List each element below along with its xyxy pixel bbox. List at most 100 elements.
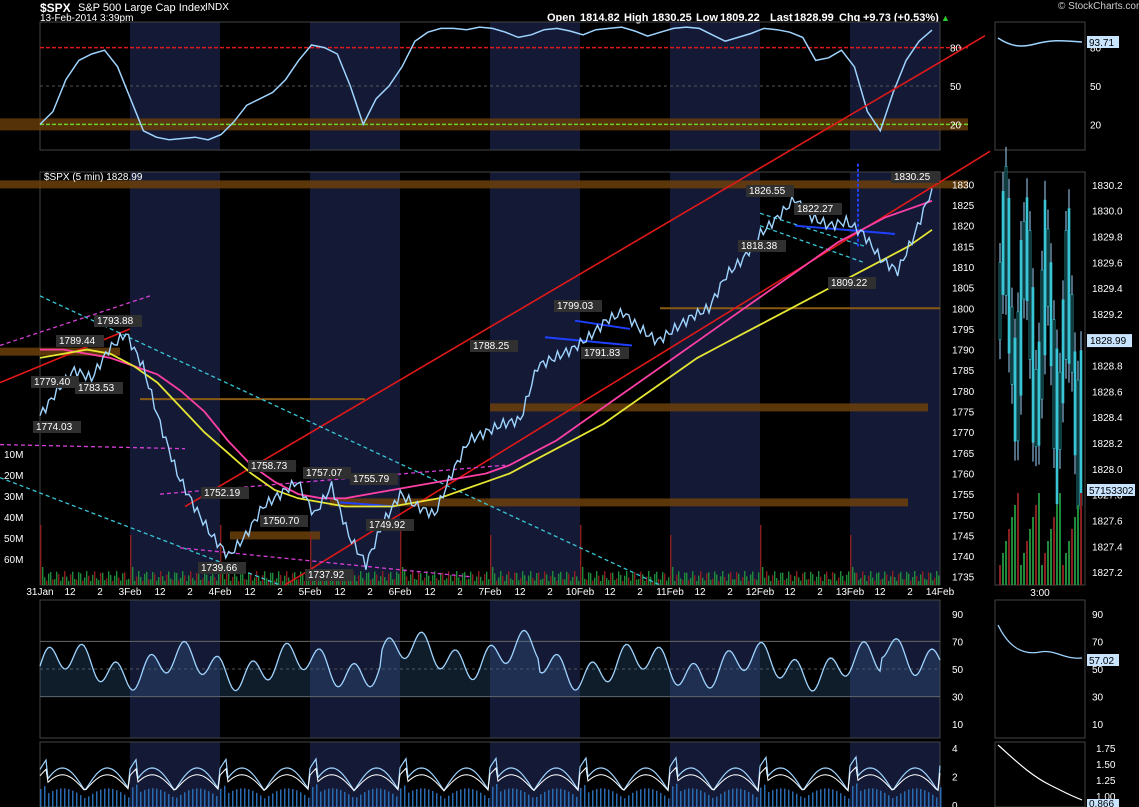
volume-bar <box>54 579 56 585</box>
volume-bar <box>220 525 222 585</box>
price-tick-label: 1800 <box>952 304 975 315</box>
price-annotation-box <box>366 519 414 531</box>
volume-bar <box>276 578 278 585</box>
volume-bar <box>182 571 184 585</box>
volume-bar <box>392 579 394 585</box>
watermark: © StockCharts.com <box>1058 1 1139 12</box>
volume-bar <box>92 574 94 585</box>
volume-bar <box>362 577 364 585</box>
volume-bar <box>444 580 446 585</box>
indicator-bar <box>600 788 602 807</box>
volume-bar <box>374 571 376 585</box>
volume-bar <box>798 577 800 585</box>
indicator-bar <box>868 788 870 807</box>
volume-bar <box>534 580 536 585</box>
volume-bar <box>540 579 542 585</box>
volume-bar <box>94 571 96 585</box>
volume-bar <box>448 571 450 585</box>
indicator-bar <box>512 788 514 807</box>
volume-bar <box>892 571 894 585</box>
indicator-bar <box>692 788 694 807</box>
price-annotation-box <box>581 347 629 359</box>
volume-bar <box>414 578 416 585</box>
volume-bar <box>96 578 98 585</box>
x-tick-label: 14Feb <box>926 587 955 598</box>
price-annotation-box <box>248 460 296 472</box>
volume-bar <box>850 535 852 585</box>
volume-bar <box>622 580 624 585</box>
volume-bar <box>716 574 718 585</box>
indicator-bar <box>500 791 502 807</box>
volume-bar <box>202 578 204 585</box>
indicator-bar <box>296 790 298 807</box>
day-shade <box>130 742 220 807</box>
chg-value: +9.73 (+0.53%) <box>863 12 939 24</box>
side-rsi-tick-label: 80 <box>1090 44 1102 55</box>
volume-bar <box>922 571 924 585</box>
side-volume-bar <box>1074 517 1076 585</box>
side-panel-border <box>994 21 1086 151</box>
volume-bar <box>156 580 158 585</box>
indicator-bar <box>220 788 222 807</box>
volume-bar <box>808 579 810 585</box>
volume-bar <box>776 578 778 585</box>
volume-bar <box>904 579 906 585</box>
volume-bar <box>588 572 590 585</box>
volume-bar <box>672 567 674 585</box>
volume-bar <box>514 572 516 585</box>
volume-bar <box>886 574 888 585</box>
side-x-tick: 3:00 <box>1030 588 1050 599</box>
channel-line <box>0 328 131 384</box>
volume-bar <box>676 574 678 585</box>
volume-bar <box>852 567 854 585</box>
volume-bar <box>78 572 80 585</box>
indicator-bar <box>704 792 706 807</box>
volume-bar <box>394 579 396 585</box>
price-annotation: 1799.03 <box>557 301 594 312</box>
volume-bar <box>232 576 234 585</box>
volume-bar <box>364 580 366 585</box>
volume-bar <box>652 580 654 585</box>
volume-bar <box>666 580 668 585</box>
volume-bar <box>180 577 182 585</box>
exchange-label: INDX <box>205 2 229 13</box>
indicator-bar <box>384 789 386 807</box>
indicator-bar <box>264 798 266 807</box>
cyan-trendline <box>0 477 281 586</box>
volume-bar <box>848 571 850 585</box>
indicator-bar <box>484 795 486 807</box>
volume-bar <box>148 579 150 585</box>
price-annotation-box <box>198 562 246 574</box>
volume-bar <box>920 574 922 585</box>
price-tick-label: 1775 <box>952 408 975 419</box>
volume-bar <box>724 577 726 585</box>
side-indicator-tick: 1.25 <box>1096 776 1116 787</box>
x-tick-label: 2 <box>367 587 373 598</box>
indicator-bar <box>536 796 538 807</box>
side-volume-bar <box>1071 529 1073 585</box>
side-candle <box>1076 379 1080 510</box>
volume-bar <box>868 575 870 585</box>
indicator-bar <box>284 788 286 807</box>
volume-bar <box>538 572 540 585</box>
indicator-bar <box>488 798 490 807</box>
volume-bar <box>682 580 684 585</box>
indicator-signal <box>39 766 941 792</box>
indicator-bar <box>852 786 854 807</box>
volume-bar <box>636 579 638 585</box>
side-candle <box>1019 240 1023 396</box>
volume-bar <box>900 571 902 585</box>
volume-bar <box>400 525 402 585</box>
volume-bar <box>166 574 168 585</box>
volume-bar <box>614 580 616 585</box>
volume-bar <box>556 580 558 585</box>
indicator-bar <box>132 787 134 807</box>
side-price-tick-label: 1828.2 <box>1092 439 1123 450</box>
volume-bar <box>130 535 132 585</box>
side-volume-bar <box>1077 505 1079 585</box>
volume-bar <box>820 576 822 585</box>
volume-bar <box>438 580 440 585</box>
volume-bar <box>134 580 136 585</box>
indicator-tick-label: 2 <box>952 773 958 784</box>
price-tick-label: 1830 <box>952 180 975 191</box>
